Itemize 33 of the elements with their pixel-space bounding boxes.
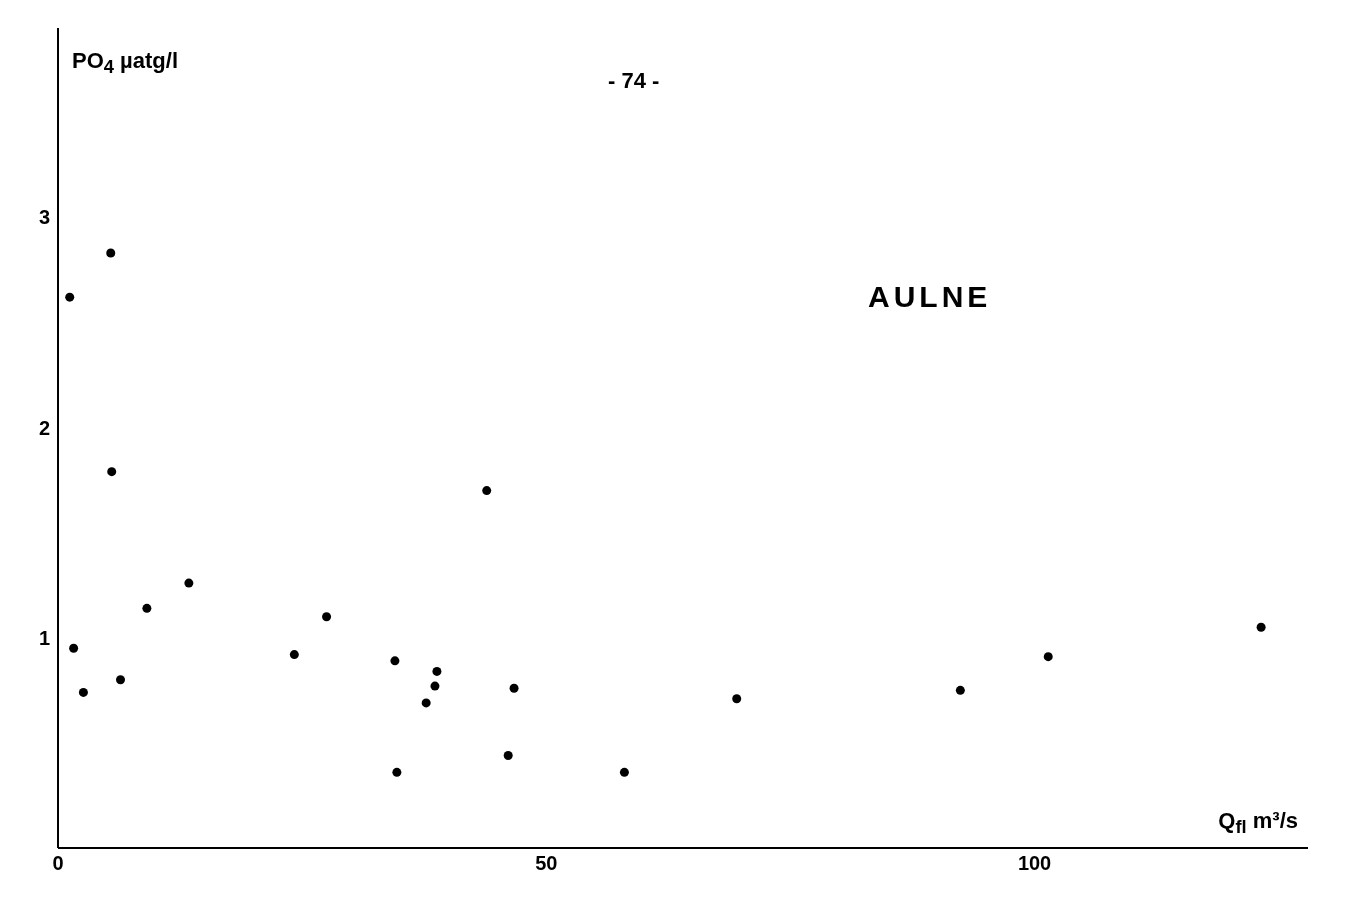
- point: [482, 486, 492, 496]
- point: [421, 698, 431, 708]
- point: [289, 650, 299, 660]
- x-tick-label: 0: [52, 852, 64, 875]
- point: [116, 675, 125, 685]
- x-tick-label: 50: [535, 852, 558, 875]
- y-axis-title: PO$_{4}$ µatg/l: [72, 48, 179, 78]
- point: [955, 685, 965, 695]
- point: [619, 767, 629, 777]
- point: [1043, 652, 1053, 662]
- point: [69, 643, 79, 653]
- point: [65, 292, 75, 302]
- annotation: - 74 -: [608, 68, 660, 93]
- y-tick-label: 3: [38, 206, 50, 229]
- point: [392, 767, 402, 777]
- point: [390, 656, 400, 666]
- point: [503, 750, 513, 760]
- text: AULNE: [868, 280, 992, 313]
- point: [106, 248, 116, 258]
- point: [1256, 622, 1266, 632]
- y-tick-label: 2: [38, 416, 50, 439]
- x-axis-title: Q$_{fl}$ m³/s: [1218, 808, 1298, 838]
- point: [107, 467, 117, 477]
- point: [142, 603, 152, 613]
- y-tick-label: 1: [38, 626, 50, 649]
- point: [78, 687, 88, 697]
- point: [509, 683, 519, 693]
- point: [184, 578, 194, 588]
- x-tick-label: 100: [1017, 852, 1052, 875]
- point: [432, 666, 442, 676]
- point: [732, 694, 742, 704]
- point: [322, 612, 332, 622]
- point: [430, 681, 440, 691]
